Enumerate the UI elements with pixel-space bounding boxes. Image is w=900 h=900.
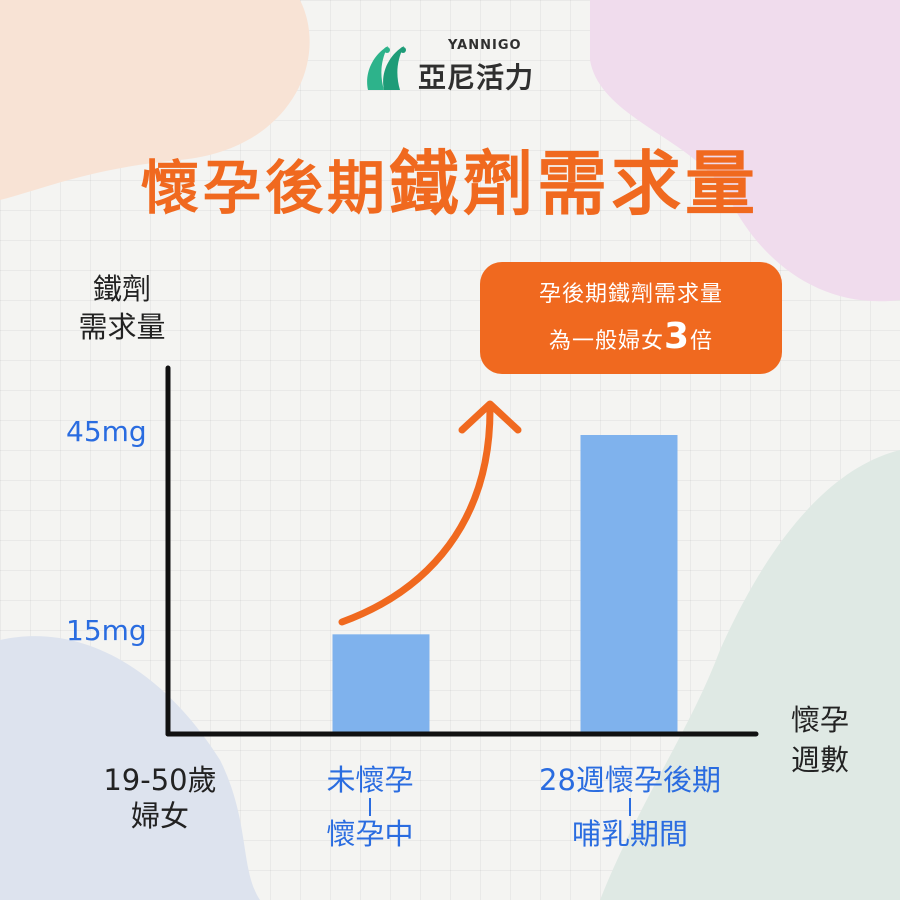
bar-1 bbox=[332, 634, 430, 734]
title-part2: 鐵劑需求量 bbox=[389, 143, 759, 225]
bar-2 bbox=[580, 435, 678, 734]
category-separator bbox=[369, 798, 371, 816]
callout-line2: 為一般婦女3倍 bbox=[480, 316, 782, 357]
x-axis-label-line2: 週數 bbox=[790, 743, 849, 777]
title-part1: 懷孕後期 bbox=[140, 154, 389, 222]
callout-line2-prefix: 為一般婦女 bbox=[548, 329, 664, 354]
y-tick-label-45mg: 45mg bbox=[66, 415, 147, 448]
y-axis-label: 鐵劑 需求量 bbox=[62, 270, 182, 346]
x-category-label-2-line2: 哺乳期間 bbox=[571, 817, 688, 851]
x-category-label-1: 未懷孕 懷孕中 bbox=[280, 762, 460, 852]
x-origin-label-line1: 19-50歲 bbox=[103, 763, 217, 797]
x-category-label-2-line1: 28週懷孕後期 bbox=[539, 763, 721, 797]
x-axis-label-line1: 懷孕 bbox=[790, 703, 849, 737]
y-tick-label-15mg: 15mg bbox=[66, 614, 147, 648]
x-origin-label: 19-50歲 婦女 bbox=[80, 762, 240, 834]
x-axis-label: 懷孕 週數 bbox=[770, 700, 870, 780]
y-axis-label-line1: 鐵劑 bbox=[92, 272, 151, 306]
brand-name-en: YANNIGO bbox=[448, 38, 522, 53]
y-axis-label-line2: 需求量 bbox=[78, 310, 166, 344]
brand-name-zh: 亞尼活力 bbox=[418, 61, 535, 94]
callout-line1: 孕後期鐵劑需求量 bbox=[538, 282, 723, 307]
callout-box: 孕後期鐵劑需求量 為一般婦女3倍 bbox=[480, 262, 782, 374]
page-title: 懷孕後期鐵劑需求量 bbox=[0, 128, 900, 229]
callout-line2-suffix: 倍 bbox=[690, 329, 714, 354]
category-separator bbox=[629, 798, 631, 816]
x-category-label-2: 28週懷孕後期 哺乳期間 bbox=[505, 762, 755, 852]
x-category-label-1-line1: 未懷孕 bbox=[326, 763, 414, 797]
brand-logo-icon bbox=[367, 46, 406, 90]
x-origin-label-line2: 婦女 bbox=[130, 799, 189, 833]
callout-multiplier: 3 bbox=[663, 316, 691, 357]
x-category-label-1-line2: 懷孕中 bbox=[326, 817, 414, 851]
